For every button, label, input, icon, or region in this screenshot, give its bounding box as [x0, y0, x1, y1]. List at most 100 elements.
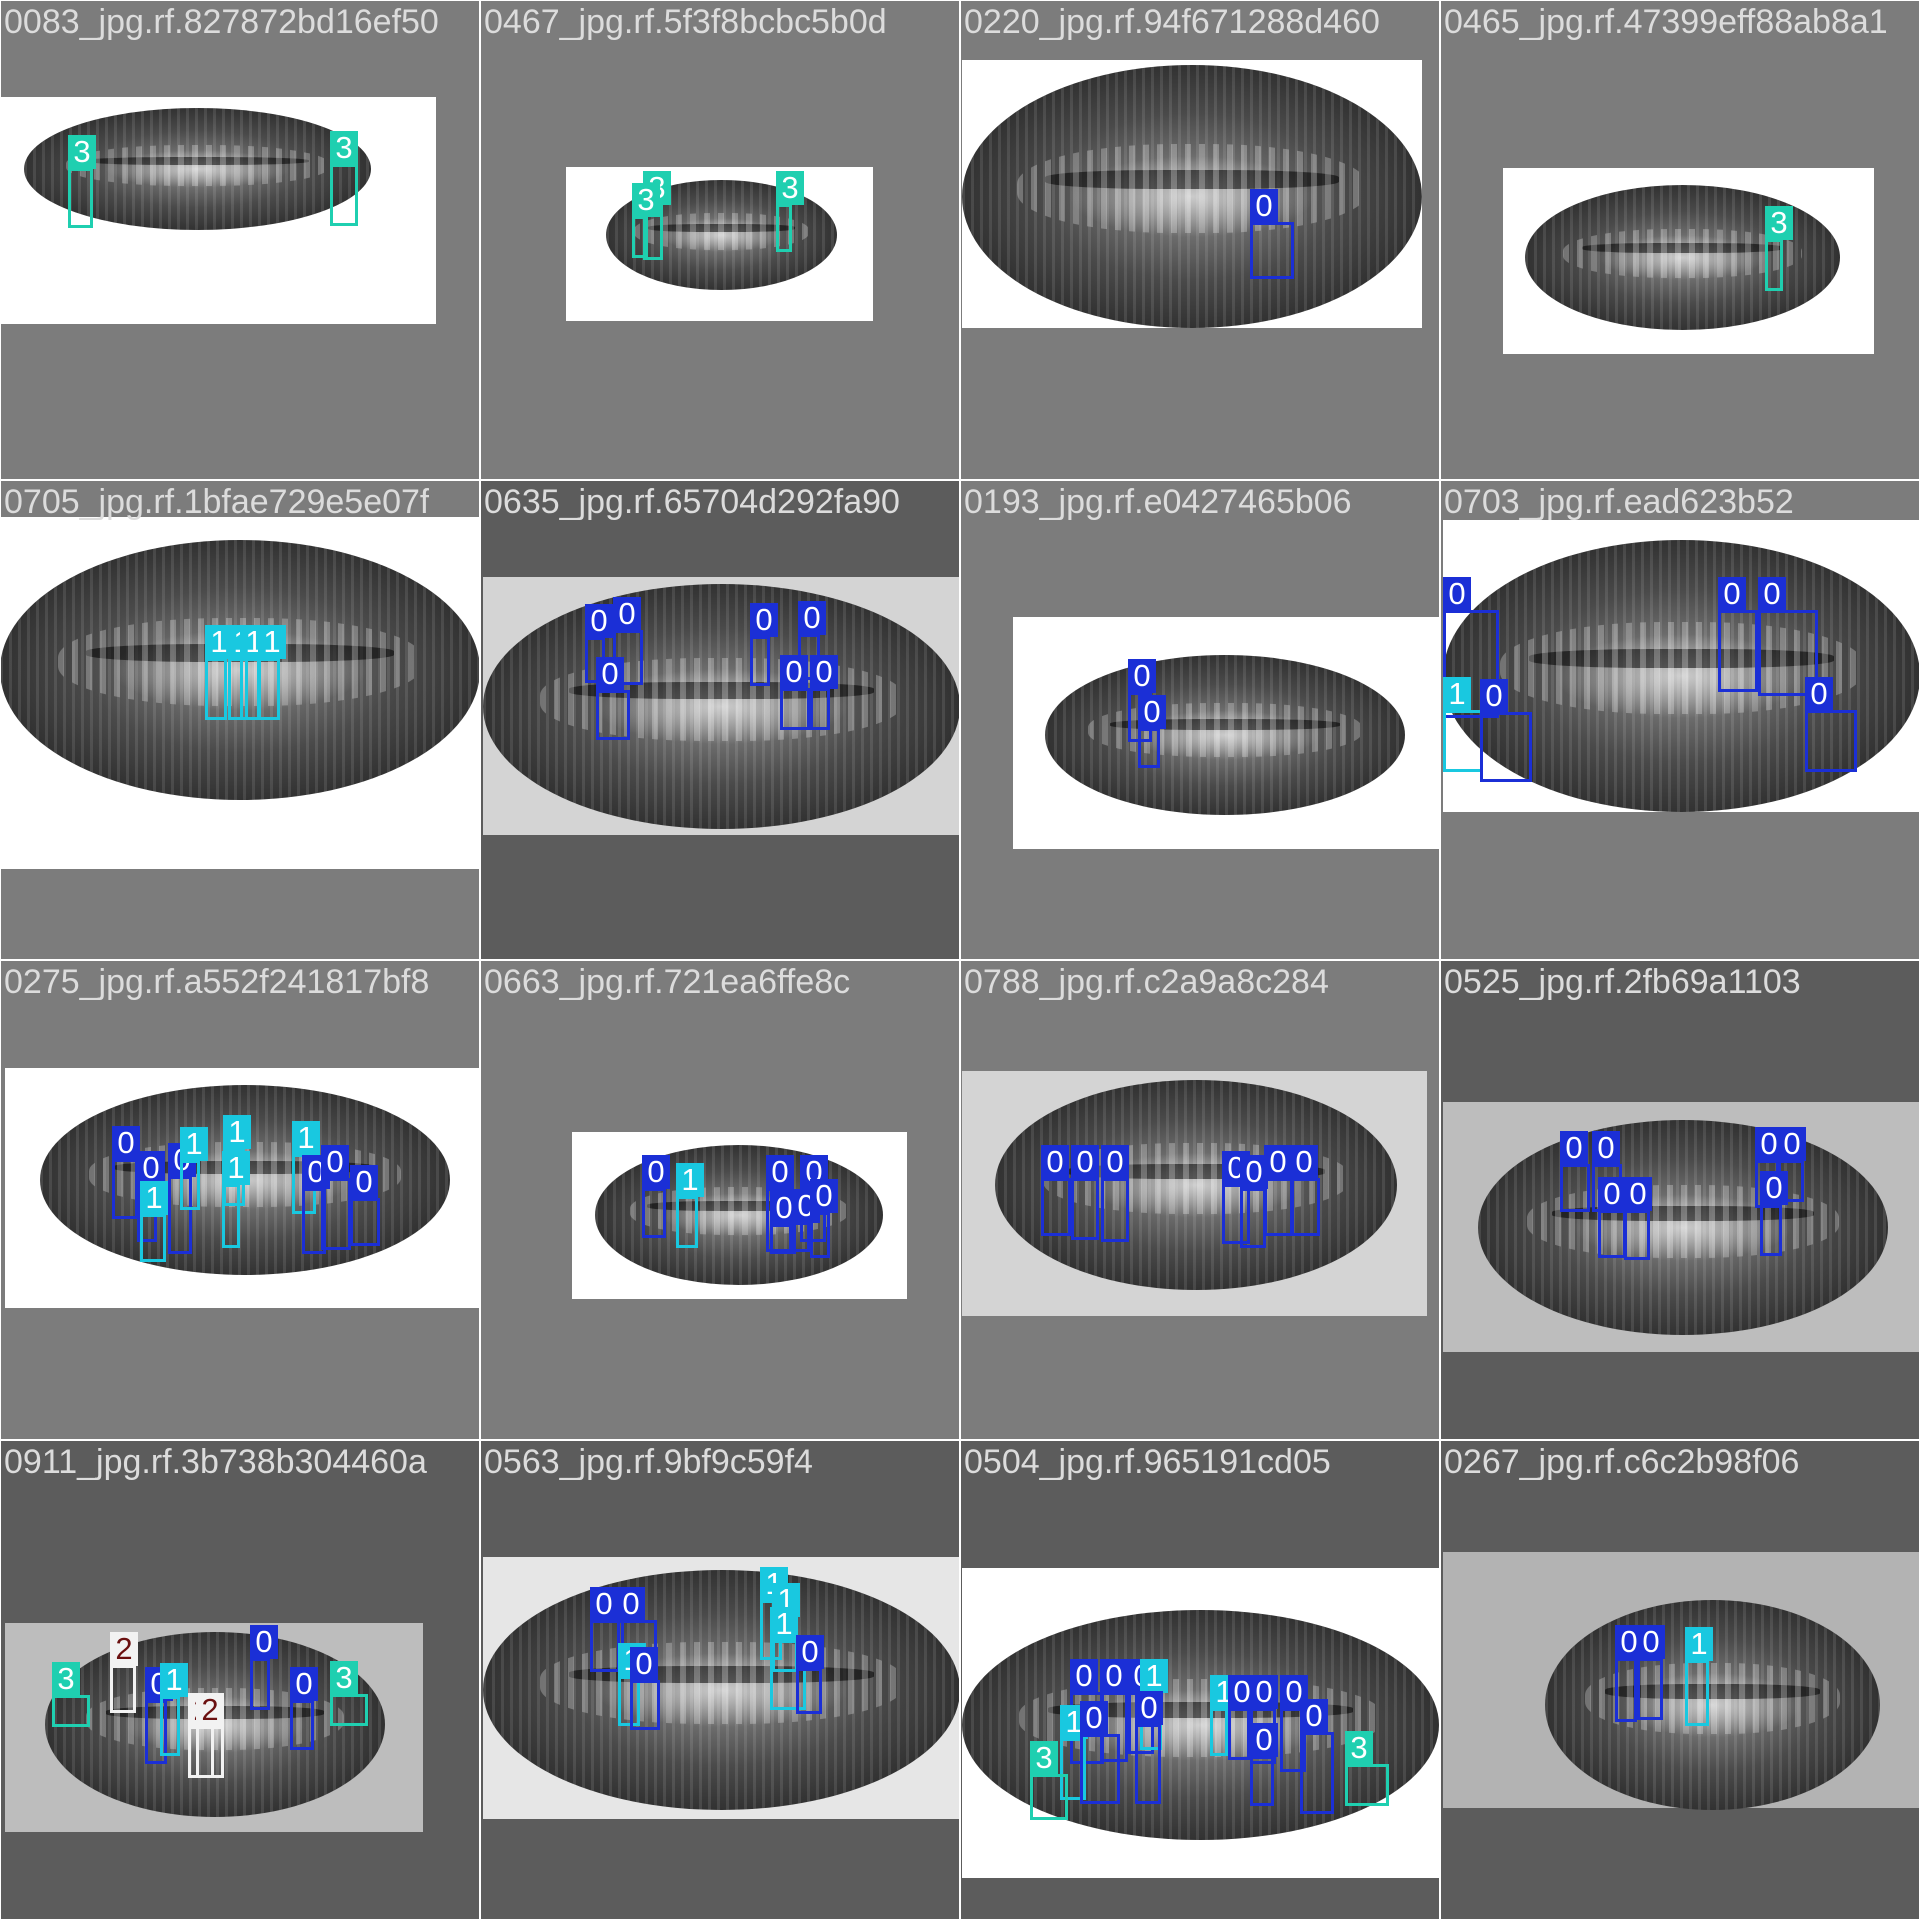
- detection-class-label: 0: [780, 655, 808, 689]
- detection-box-class-0: 0: [1758, 577, 1818, 696]
- detection-box-class-0: 0: [810, 655, 838, 730]
- detection-class-label: 0: [1100, 1659, 1128, 1693]
- detection-class-label: 0: [630, 1647, 658, 1681]
- detection-box-class-0: 0: [1624, 1177, 1652, 1260]
- detection-class-label: 0: [1560, 1131, 1588, 1165]
- mosaic-tile: 3: [1441, 1, 1919, 479]
- detection-class-label: 1: [223, 1115, 251, 1149]
- detection-box-class-3: 3: [52, 1662, 90, 1727]
- tile-filename-label: 0635_jpg.rf.65704d292fa90: [484, 483, 900, 521]
- detection-box-class-3: 3: [330, 131, 358, 226]
- detection-box-class-0: 0: [1250, 1723, 1278, 1806]
- detection-class-label: 1: [676, 1163, 704, 1197]
- tile-filename-label: 0563_jpg.rf.9bf9c59f4: [484, 1443, 813, 1481]
- detection-box-class-0: 0: [1760, 1171, 1788, 1256]
- detection-class-label: 0: [1760, 1171, 1788, 1205]
- detection-class-label: 0: [617, 1587, 645, 1621]
- tile-filename-label: 0467_jpg.rf.5f3f8bcbc5b0d: [484, 3, 887, 41]
- panoramic-xray-image: [962, 65, 1422, 328]
- mosaic-tile: 0: [961, 1, 1439, 479]
- detection-class-label: 0: [1070, 1659, 1098, 1693]
- detection-box-class-3: 3: [1765, 206, 1793, 291]
- mosaic-tile: 320122003: [1, 1441, 479, 1919]
- detection-box-class-0: 0: [1805, 677, 1857, 772]
- tile-filename-label: 0788_jpg.rf.c2a9a8c284: [964, 963, 1329, 1001]
- detection-class-label: 0: [1250, 189, 1278, 223]
- detection-class-label: 1: [222, 1151, 250, 1185]
- panoramic-xray-image: [1045, 655, 1405, 815]
- detection-box-class-0: 0: [617, 1587, 657, 1672]
- detection-box-class-0: 0: [1300, 1699, 1334, 1814]
- detection-box-class-1: 1: [676, 1163, 704, 1248]
- detection-box-class-0: 0: [1778, 1127, 1806, 1202]
- detection-box-class-0: 0: [1280, 1675, 1308, 1772]
- detection-box-class-0: 0: [1560, 1131, 1590, 1212]
- detection-box-class-0: 0: [321, 1145, 351, 1250]
- detection-class-label: 0: [766, 1155, 794, 1189]
- detection-box-class-0: 0: [792, 1189, 820, 1252]
- detection-class-label: 0: [1637, 1625, 1665, 1659]
- detection-box-class-0: 0: [1264, 1145, 1294, 1236]
- detection-box-class-0: 0: [750, 603, 778, 686]
- detection-class-label: 0: [1290, 1145, 1318, 1179]
- detection-class-label: 0: [1264, 1145, 1292, 1179]
- detection-class-label: 0: [1758, 577, 1786, 611]
- detection-box-class-0: 0: [112, 1126, 140, 1219]
- detection-box-class-3: 3: [1345, 1731, 1389, 1806]
- panoramic-xray-image: [483, 1570, 959, 1810]
- detection-box-class-0: 0: [350, 1165, 380, 1246]
- detection-class-label: 0: [1250, 1675, 1278, 1709]
- detection-box-class-0: 0: [642, 1155, 670, 1238]
- detection-box-class-1: 1: [223, 1115, 251, 1206]
- detection-box-class-0: 0: [1101, 1145, 1129, 1242]
- detection-class-label: 0: [1128, 659, 1156, 693]
- detection-class-label: 1: [140, 1181, 168, 1215]
- detection-class-label: 2: [110, 1632, 138, 1666]
- detection-class-label: 0: [1240, 1155, 1268, 1189]
- detection-class-label: 0: [1250, 1723, 1278, 1757]
- detection-box-class-0: 0: [1071, 1145, 1099, 1240]
- detection-box-class-2: 2: [110, 1632, 138, 1713]
- tile-filename-label: 0705_jpg.rf.1bfae729e5e07f: [4, 483, 430, 521]
- panoramic-xray-image: [1443, 540, 1919, 812]
- detection-box-class-1: 1: [180, 1127, 208, 1210]
- panoramic-xray-image: [595, 1145, 883, 1285]
- detection-class-label: 3: [776, 171, 804, 205]
- detection-class-label: 3: [330, 1661, 358, 1695]
- panoramic-xray-image: [1478, 1120, 1888, 1335]
- tile-filename-label: 0275_jpg.rf.a552f241817bf8: [4, 963, 430, 1001]
- detection-box-class-0: 0: [250, 1625, 278, 1710]
- detection-class-label: 3: [330, 131, 358, 165]
- detection-box-class-1: 1: [1443, 677, 1483, 772]
- tile-filename-label: 0703_jpg.rf.ead623b52: [1444, 483, 1794, 521]
- detection-box-class-0: 0: [596, 657, 630, 740]
- detection-box-class-3: 3: [776, 171, 804, 252]
- detection-class-label: 3: [1030, 1741, 1058, 1775]
- detection-class-label: 0: [1071, 1145, 1099, 1179]
- detection-class-label: 1: [160, 1663, 188, 1697]
- tile-filename-label: 0465_jpg.rf.47399eff88ab8a1: [1444, 3, 1888, 41]
- detection-box-class-1: 1: [205, 625, 233, 720]
- detection-box-class-0: 0: [290, 1667, 318, 1750]
- detection-box-class-3: 3: [632, 183, 660, 258]
- detection-class-label: 0: [350, 1165, 378, 1199]
- detection-class-label: 2: [196, 1693, 224, 1727]
- tile-filename-label: 0193_jpg.rf.e0427465b06: [964, 483, 1352, 521]
- detection-class-label: 0: [1135, 1691, 1163, 1725]
- detection-box-class-0: 0: [1615, 1625, 1643, 1722]
- detection-class-label: 1: [258, 625, 286, 659]
- detection-class-label: 3: [632, 183, 660, 217]
- detection-box-class-1: 1: [770, 1607, 806, 1710]
- detection-box-class-0: 0: [1637, 1625, 1665, 1720]
- tile-filename-label: 0220_jpg.rf.94f671288d460: [964, 3, 1380, 41]
- detection-box-class-1: 1: [258, 625, 286, 720]
- detection-box-class-1: 1: [160, 1663, 188, 1756]
- detection-class-label: 0: [1280, 1675, 1308, 1709]
